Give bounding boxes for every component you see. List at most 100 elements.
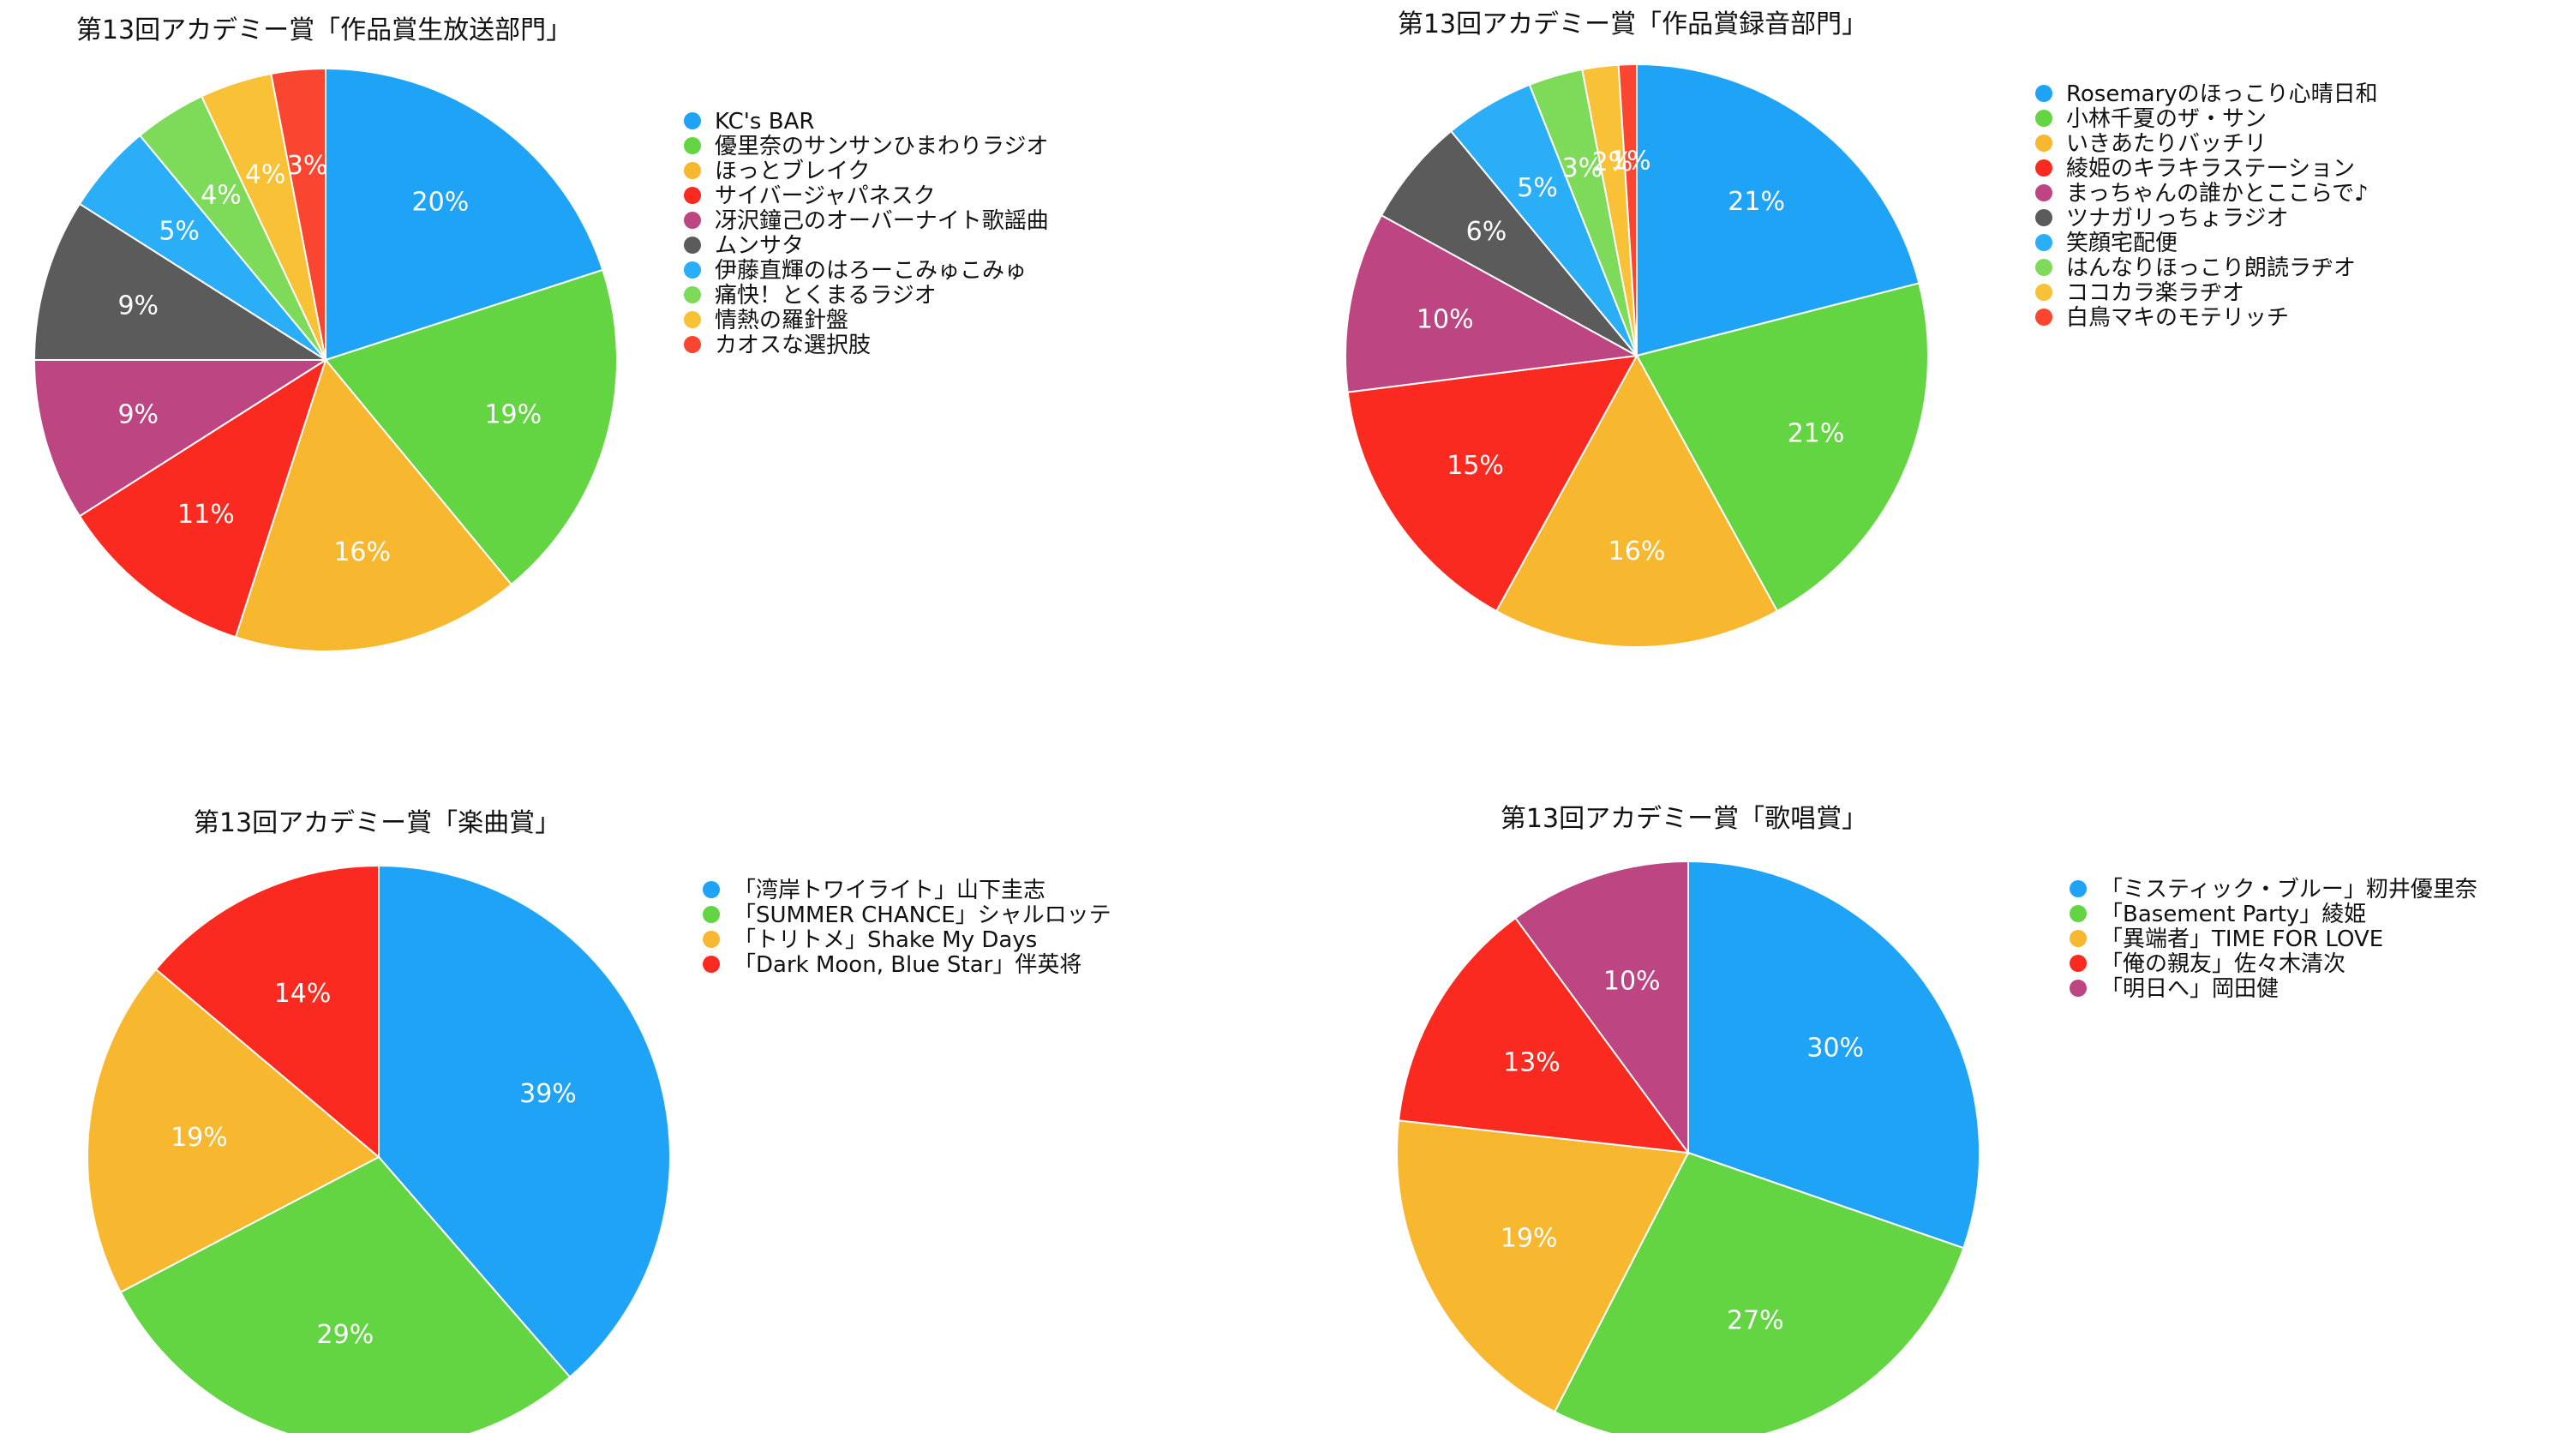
legend-item: 「ミスティック・ブルー」籾井優里奈 — [2070, 877, 2477, 902]
pie-slices — [86, 864, 671, 1433]
slice-percent-label: 11% — [177, 500, 235, 530]
pie-slice — [1495, 353, 1779, 648]
legend-item: ココカラ楽ラヂオ — [2035, 280, 2244, 306]
legend-label: カオスな選択肢 — [715, 333, 871, 358]
legend-label: ツナガリっちょラジオ — [2066, 206, 2288, 231]
legend-item: サイバージャパネスク — [684, 183, 936, 209]
slice-percent-label: 5% — [1517, 173, 1558, 203]
legend-swatch — [2035, 259, 2052, 276]
legend: Rosemaryのほっこり心晴日和小林千夏のザ・サンいきあたりバッチリ綾姫のキラ… — [2035, 81, 2378, 331]
chart-title: 第13回アカデミー賞「作品賞録音部門」 — [1398, 9, 1867, 39]
legend-label: ココカラ楽ラヂオ — [2066, 280, 2244, 306]
legend-swatch — [684, 336, 701, 353]
legend-item: 笑顔宅配便 — [2035, 231, 2178, 256]
pie-slice — [1380, 129, 1638, 357]
slice-percent-label: 16% — [333, 537, 391, 567]
pie-slice — [1553, 1151, 1965, 1433]
pie-slice — [378, 864, 671, 1379]
legend-label: KC's BAR — [715, 109, 814, 135]
pie-slice — [325, 67, 604, 362]
legend-item: 綾姫のキラキラステーション — [2035, 156, 2355, 182]
legend-swatch — [703, 956, 720, 973]
legend-item: Rosemaryのほっこり心晴日和 — [2035, 81, 2378, 107]
legend-item: 白鳥マキのモテリッチ — [2035, 305, 2289, 331]
pie-chart-4: 第13回アカデミー賞「歌唱賞」 30% 27% 19% 13% 10% 「ミスティック・ブル… — [1396, 804, 2477, 1433]
legend-label: ほっとブレイク — [715, 159, 870, 184]
slice-percent-label: 19% — [484, 400, 542, 430]
slice-percent-label: 13% — [1503, 1048, 1561, 1078]
slice-percent-label: 3% — [1562, 153, 1603, 183]
legend-item: いきあたりバッチリ — [2035, 131, 2267, 157]
legend-swatch — [684, 311, 701, 328]
pie-slice — [1397, 916, 1691, 1154]
slice-percent-label: 4% — [245, 159, 286, 189]
legend-swatch — [2035, 234, 2052, 251]
legend-item: 「SUMMER CHANCE」シャルロッテ — [703, 902, 1111, 928]
slice-percent-label: 9% — [117, 400, 159, 430]
legend-label: サイバージャパネスク — [715, 183, 936, 209]
pie-slice-labels: 20%19%16%11%9%9%5%4%4% 3% — [117, 151, 542, 567]
legend-item: 「湾岸トワイライト」山下圭志 — [703, 878, 1045, 903]
slice-percent-label: 19% — [171, 1123, 228, 1153]
legend-swatch — [684, 187, 701, 204]
slice-percent-label: 30% — [1806, 1034, 1864, 1064]
legend-item: 小林千夏のザ・サン — [2035, 106, 2267, 132]
legend-item: ほっとブレイク — [684, 159, 870, 184]
legend-label: 小林千夏のザ・サン — [2066, 106, 2267, 132]
legend-item: まっちゃんの誰かとここらで♪ — [2035, 181, 2369, 207]
legend-label: 「Basement Party」綾姫 — [2100, 902, 2366, 927]
pie-slice — [324, 268, 618, 586]
legend-swatch — [684, 286, 701, 303]
slice-percent-label: 21% — [1728, 187, 1785, 217]
pie-chart-1: 第13回アカデミー賞「作品賞生放送部門」20%19%16%11%9%9%5%4%… — [33, 15, 1049, 652]
pie-slice — [78, 357, 327, 639]
legend-label: 伊藤直輝のはろーこみゅこみゅ — [715, 258, 1027, 284]
slice-percent-label: 1% — [1610, 146, 1651, 176]
pie-slice — [1346, 354, 1638, 613]
slice-percent-label: 29% — [317, 1320, 374, 1350]
pie-slice — [1514, 860, 1689, 1156]
pie-slice — [1635, 282, 1929, 613]
legend-label: いきあたりバッチリ — [2066, 131, 2267, 157]
slice-percent-label: 21% — [1788, 418, 1845, 448]
legend-swatch — [2035, 110, 2052, 127]
legend-label: はんなりほっこり朗読ラヂオ — [2066, 255, 2356, 281]
slice-percent-label: 19% — [1501, 1224, 1558, 1254]
legend-label: 「異端者」TIME FOR LOVE — [2100, 926, 2383, 952]
pie-slices — [1345, 63, 1929, 648]
legend-item: カオスな選択肢 — [684, 333, 871, 358]
legend-swatch — [2070, 905, 2087, 922]
legend-swatch — [2035, 85, 2052, 102]
pie-slice — [1687, 860, 1980, 1250]
slice-percent-label: 20% — [412, 188, 470, 218]
legend-label: 「SUMMER CHANCE」シャルロッテ — [734, 902, 1111, 928]
chart-title: 第13回アカデミー賞「歌唱賞」 — [1501, 804, 1867, 834]
pie-slice — [154, 864, 380, 1160]
legend-swatch — [684, 112, 701, 129]
pie-slice — [270, 67, 326, 361]
legend-swatch — [2035, 159, 2052, 177]
legend-swatch — [2035, 309, 2052, 326]
pie-slice-labels: 39% 29% 19% 14% — [171, 979, 577, 1350]
legend-swatch — [2070, 880, 2087, 897]
legend-item: ムンサタ — [684, 233, 804, 259]
legend-label: 「湾岸トワイライト」山下圭志 — [734, 878, 1045, 903]
slice-percent-label: 9% — [117, 291, 159, 321]
legend-label: 優里奈のサンサンひまわりラジオ — [715, 134, 1048, 159]
legend-label: ムンサタ — [715, 233, 804, 259]
legend-swatch — [2070, 955, 2087, 972]
legend-item: 「俺の親友」佐々木清次 — [2070, 951, 2345, 977]
legend-swatch — [2070, 980, 2087, 997]
pie-chart-2: 第13回アカデミー賞「作品賞録音部門」 21% 21% 16% 15% 10% 6% 5%3%… — [1345, 9, 2378, 648]
chart-title: 第13回アカデミー賞「作品賞生放送部門」 — [76, 15, 572, 45]
legend: 「ミスティック・ブルー」籾井優里奈「Basement Party」綾姫「異端者」… — [2070, 877, 2477, 1002]
legend-label: 痛快！とくまるラジオ — [715, 283, 937, 309]
slice-percent-label: 15% — [1447, 451, 1504, 481]
legend-label: 「明日へ」岡田健 — [2100, 976, 2279, 1002]
pie-slice — [234, 357, 513, 652]
pie-slice — [1396, 1119, 1690, 1413]
chart-title: 第13回アカデミー賞「楽曲賞」 — [194, 808, 560, 838]
pie-slice — [33, 359, 329, 518]
legend-item: KC's BAR — [684, 109, 814, 135]
